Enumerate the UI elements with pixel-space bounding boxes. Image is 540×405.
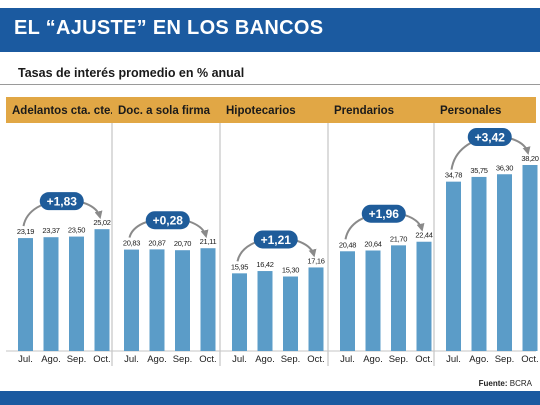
x-tick-label: Jul. [446, 354, 461, 365]
x-tick-label: Jul. [232, 354, 247, 365]
data-label: 36,30 [496, 163, 513, 172]
x-tick-label: Oct. [93, 354, 110, 365]
page-title: EL “AJUSTE” EN LOS BANCOS [14, 17, 324, 39]
bar [283, 276, 298, 351]
footer-bar [0, 391, 540, 405]
panel-title: Adelantos cta. cte. [12, 105, 114, 117]
x-tick-label: Sep. [173, 354, 193, 365]
x-tick-label: Sep. [281, 354, 301, 365]
bar [446, 181, 461, 351]
change-badge [253, 230, 298, 249]
x-tick-label: Ago. [363, 354, 383, 365]
x-tick-label: Sep. [495, 354, 515, 365]
panel-title: Prendarios [334, 105, 394, 117]
change-label: +3,42 [475, 131, 506, 145]
source-note: Fuente: BCRA [479, 379, 532, 388]
data-label: 15,30 [282, 266, 299, 275]
x-tick-label: Sep. [389, 354, 409, 365]
panel-header [328, 97, 434, 123]
x-tick-label: Oct. [307, 354, 324, 365]
data-label: 23,50 [68, 226, 85, 235]
bar [308, 267, 324, 351]
data-label: 34,78 [445, 171, 462, 180]
bar [175, 250, 190, 351]
bar [149, 249, 165, 351]
data-label: 20,70 [174, 239, 191, 248]
bar [69, 236, 84, 351]
source-value: BCRA [509, 379, 532, 388]
data-label: 20,83 [123, 239, 140, 248]
bar [200, 248, 216, 351]
panel-title: Doc. a sola firma [118, 105, 211, 117]
bar [232, 273, 247, 351]
change-badge [39, 192, 84, 211]
subtitle-divider [0, 84, 540, 85]
panel-header [112, 97, 220, 123]
data-label: 25,02 [93, 218, 110, 227]
source-label: Fuente: [478, 379, 508, 388]
data-label: 20,64 [364, 240, 381, 249]
bar [497, 174, 512, 351]
x-tick-label: Oct. [521, 354, 538, 365]
data-label: 20,48 [339, 240, 356, 249]
bar [124, 249, 139, 351]
data-label: 17,16 [307, 256, 324, 265]
panel-header [6, 97, 112, 123]
x-tick-label: Sep. [67, 354, 87, 365]
x-tick-label: Ago. [255, 354, 275, 365]
change-label: +1,21 [261, 233, 292, 247]
data-label: 38,20 [521, 154, 538, 163]
bar [391, 245, 406, 351]
data-label: 16,42 [256, 260, 273, 269]
data-label: 22,44 [415, 231, 432, 240]
change-label: +1,96 [369, 207, 400, 221]
bar [257, 271, 273, 351]
data-label: 35,75 [470, 166, 487, 175]
data-label: 21,11 [200, 237, 217, 246]
change-badge [145, 211, 190, 230]
change-badge [467, 128, 512, 146]
data-label: 23,37 [42, 226, 59, 235]
x-tick-label: Jul. [124, 354, 139, 365]
bar [94, 229, 110, 351]
bar [340, 251, 355, 351]
data-label: 20,87 [148, 238, 165, 247]
bar [365, 250, 381, 351]
x-tick-label: Ago. [469, 354, 489, 365]
bar [522, 165, 538, 351]
x-tick-label: Oct. [199, 354, 216, 365]
panel-header [434, 97, 536, 123]
bar [416, 241, 432, 351]
x-tick-label: Ago. [147, 354, 167, 365]
chart-subtitle: Tasas de interés promedio en % anual [18, 66, 245, 80]
change-label: +0,28 [153, 214, 184, 228]
panel-title: Personales [440, 105, 501, 117]
panel-title: Hipotecarios [226, 105, 296, 117]
bar [18, 238, 33, 351]
data-label: 23,19 [17, 227, 34, 236]
title-banner [0, 8, 540, 52]
bar [471, 176, 487, 351]
panel-header [220, 97, 328, 123]
data-label: 21,70 [390, 234, 407, 243]
data-label: 15,95 [231, 262, 248, 271]
change-badge [361, 204, 406, 223]
x-tick-label: Ago. [41, 354, 61, 365]
change-label: +1,83 [47, 195, 78, 209]
x-tick-label: Jul. [340, 354, 355, 365]
x-tick-label: Jul. [18, 354, 33, 365]
x-tick-label: Oct. [415, 354, 432, 365]
bar [43, 237, 59, 351]
